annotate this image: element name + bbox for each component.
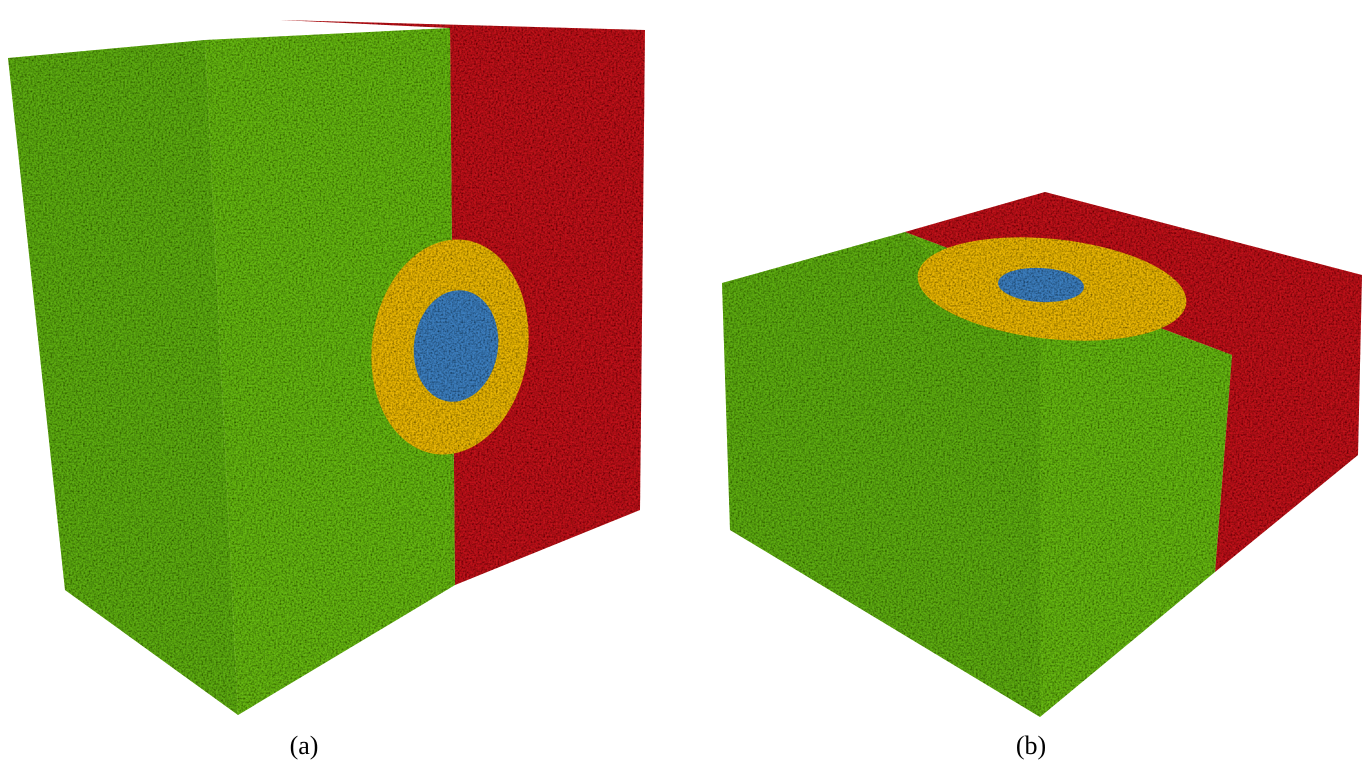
panel-a [8, 20, 645, 715]
green-left-face [722, 232, 1040, 717]
blue-core [413, 290, 499, 402]
panel-label: (b) [1016, 731, 1046, 760]
panel-label: (a) [290, 731, 319, 760]
green-left-face [8, 40, 238, 715]
blue-core [998, 267, 1084, 303]
green-front-face [205, 28, 455, 715]
red-face [905, 192, 1362, 572]
panel-b [722, 192, 1362, 717]
green-front-face [905, 232, 1232, 717]
